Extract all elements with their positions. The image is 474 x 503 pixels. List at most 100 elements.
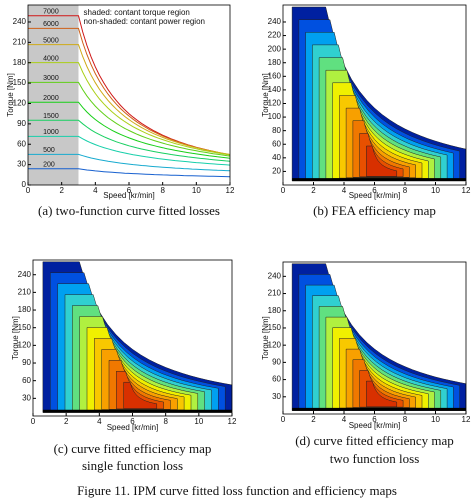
contour-label: 4000 xyxy=(43,55,59,62)
loss-contour xyxy=(28,44,230,155)
x-tick-label: 8 xyxy=(403,186,408,195)
y-tick-label: 140 xyxy=(268,85,282,94)
x-tick-label: 0 xyxy=(31,417,36,426)
y-tick-label: 150 xyxy=(13,78,27,87)
x-tick-label: 4 xyxy=(342,186,347,195)
x-tick-label: 8 xyxy=(160,186,165,195)
x-tick-label: 0 xyxy=(26,186,31,195)
loss-contour xyxy=(28,168,230,178)
x-tick-label: 0 xyxy=(281,415,286,424)
y-tick-label: 40 xyxy=(272,153,281,162)
y-tick-label: 210 xyxy=(13,37,27,46)
y-tick-label: 220 xyxy=(268,31,282,40)
x-axis-label: Speed [kr/min] xyxy=(349,421,401,430)
x-tick-label: 0 xyxy=(281,186,286,195)
y-tick-label: 60 xyxy=(17,139,26,148)
y-tick-label: 200 xyxy=(268,44,282,53)
plot-area xyxy=(28,5,230,185)
x-tick-label: 8 xyxy=(163,417,168,426)
x-axis-label: Speed [kr/min] xyxy=(103,191,155,200)
x-tick-label: 2 xyxy=(59,186,64,195)
x-tick-label: 12 xyxy=(462,415,471,424)
contour-label: 500 xyxy=(43,147,55,154)
y-tick-label: 160 xyxy=(268,71,282,80)
y-tick-label: 120 xyxy=(18,340,32,349)
y-tick-label: 100 xyxy=(268,112,282,121)
y-tick-label: 0 xyxy=(22,180,27,189)
plot-area xyxy=(283,5,466,185)
x-tick-label: 10 xyxy=(192,186,201,195)
caption: two function loss xyxy=(330,451,420,466)
x-tick-label: 6 xyxy=(130,417,135,426)
x-tick-label: 6 xyxy=(372,415,377,424)
y-axis-label: Torque [Nm] xyxy=(11,316,20,360)
caption: (c) curve fitted efficiency map xyxy=(54,441,212,456)
x-tick-label: 6 xyxy=(127,186,132,195)
y-tick-label: 180 xyxy=(13,58,27,67)
x-tick-label: 8 xyxy=(403,415,408,424)
y-tick-label: 240 xyxy=(18,270,32,279)
y-tick-label: 120 xyxy=(268,340,282,349)
y-tick-label: 240 xyxy=(268,271,282,280)
x-tick-label: 10 xyxy=(431,186,440,195)
y-tick-label: 30 xyxy=(22,393,31,402)
y-tick-label: 30 xyxy=(272,392,281,401)
x-tick-label: 4 xyxy=(342,415,347,424)
y-tick-label: 150 xyxy=(268,323,282,332)
x-tick-label: 10 xyxy=(431,415,440,424)
contour-label: 5000 xyxy=(43,37,59,44)
y-tick-label: 210 xyxy=(18,287,32,296)
caption: single function loss xyxy=(82,458,183,473)
shaded-region xyxy=(28,5,79,185)
y-axis-label: Torque [Nm] xyxy=(261,316,270,360)
figure-caption: Figure 11. IPM curve fitted loss functio… xyxy=(77,483,397,498)
loss-contour xyxy=(28,135,230,166)
y-tick-label: 90 xyxy=(22,358,31,367)
x-tick-label: 12 xyxy=(226,186,235,195)
x-axis-label: Speed [kr/min] xyxy=(107,423,159,432)
y-tick-label: 240 xyxy=(13,17,27,26)
y-tick-label: 20 xyxy=(272,167,281,176)
x-tick-label: 2 xyxy=(311,415,316,424)
contour-label: 1000 xyxy=(43,129,59,136)
y-tick-label: 60 xyxy=(22,376,31,385)
x-tick-label: 4 xyxy=(93,186,98,195)
y-axis-label: Torque [Nm] xyxy=(6,73,15,117)
contour-label: 3000 xyxy=(43,75,59,82)
y-tick-label: 90 xyxy=(17,119,26,128)
x-tick-label: 2 xyxy=(311,186,316,195)
y-tick-label: 210 xyxy=(268,289,282,298)
contour-label: 2000 xyxy=(43,95,59,102)
caption: (d) curve fitted efficiency map xyxy=(295,433,454,448)
y-tick-label: 120 xyxy=(268,99,282,108)
loss-contour xyxy=(28,62,230,156)
y-tick-label: 150 xyxy=(18,323,32,332)
loss-contour xyxy=(28,101,230,159)
y-tick-label: 80 xyxy=(272,126,281,135)
plot-area xyxy=(283,262,466,414)
contour-label: 1500 xyxy=(43,113,59,120)
x-axis-label: Speed [kr/min] xyxy=(349,191,401,200)
y-tick-label: 60 xyxy=(272,375,281,384)
contour-label: 7000 xyxy=(43,9,59,16)
x-tick-label: 2 xyxy=(64,417,69,426)
y-tick-label: 30 xyxy=(17,160,26,169)
loss-contour xyxy=(28,153,230,172)
x-tick-label: 10 xyxy=(194,417,203,426)
y-tick-label: 180 xyxy=(268,306,282,315)
y-tick-label: 180 xyxy=(268,58,282,67)
y-tick-label: 120 xyxy=(13,99,27,108)
efficiency-region xyxy=(366,380,398,408)
x-tick-label: 4 xyxy=(97,417,102,426)
x-tick-label: 6 xyxy=(372,186,377,195)
y-tick-label: 60 xyxy=(272,139,281,148)
plot-area xyxy=(33,260,232,416)
legend-text: non-shaded: contant power region xyxy=(84,17,205,26)
y-tick-label: 240 xyxy=(268,17,282,26)
y-tick-label: 90 xyxy=(272,357,281,366)
efficiency-region xyxy=(123,381,158,409)
legend-text: shaded: contant torque region xyxy=(84,8,190,17)
x-tick-label: 12 xyxy=(462,186,471,195)
loss-contour xyxy=(28,119,230,162)
